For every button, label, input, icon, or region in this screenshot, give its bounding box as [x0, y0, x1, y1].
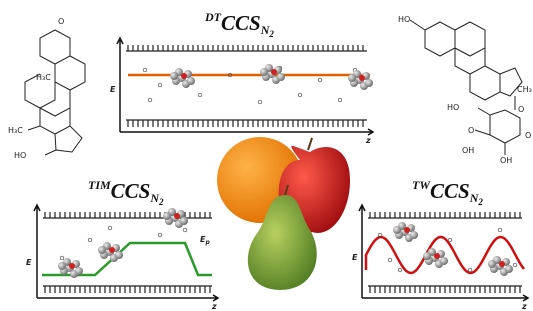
- atom-label: HO: [398, 15, 410, 24]
- panel-title: TWCCSN2: [412, 178, 483, 207]
- molecule-atom: [505, 265, 513, 273]
- particle: [60, 256, 64, 260]
- electrode-comb: [368, 212, 522, 293]
- steroid-structure: [25, 30, 85, 155]
- molecule-atom: [260, 68, 268, 76]
- axis-label: E: [352, 253, 358, 262]
- molecule-atom: [434, 253, 440, 259]
- molecule-atom: [277, 73, 285, 81]
- atom-label: O: [468, 126, 474, 135]
- molecule-atom: [404, 227, 410, 233]
- particle: [108, 226, 112, 230]
- molecule-atom: [174, 213, 180, 219]
- particle: [448, 238, 452, 242]
- particle: [498, 228, 502, 232]
- axis-label: z: [211, 302, 217, 311]
- atom-label: OH: [462, 146, 474, 155]
- atom-label: O: [58, 17, 64, 26]
- molecule-atom: [187, 77, 195, 85]
- molecule-atom: [271, 69, 277, 75]
- particle: [198, 93, 202, 97]
- fruits: [217, 137, 350, 290]
- particle: [148, 98, 152, 102]
- atom-label: CH₃: [517, 85, 532, 94]
- molecule-atom: [58, 262, 66, 270]
- molecule-atom: [115, 251, 123, 259]
- particle: [143, 68, 147, 72]
- molecule-atom: [170, 72, 178, 80]
- graphical-abstract: O H₃C H₃C HO HO HO O O OH OH CH₃ O DTCCS…: [0, 0, 533, 311]
- electrode-comb: [126, 45, 367, 127]
- atom-label: OH: [500, 156, 512, 165]
- molecule-atom: [440, 257, 448, 265]
- axis-label: z: [521, 302, 527, 311]
- atom-label: O: [525, 131, 531, 140]
- molecule-atom: [393, 226, 401, 234]
- atom-label: HO: [447, 103, 459, 112]
- molecule-atom: [69, 263, 75, 269]
- molecule-atom: [365, 79, 373, 87]
- molecule-atom: [98, 246, 106, 254]
- particle: [468, 268, 472, 272]
- particle: [258, 100, 262, 104]
- panel-title: TIMCCSN2: [88, 178, 164, 207]
- atom-label: H₃C: [8, 126, 23, 135]
- axis-label: E: [26, 258, 32, 267]
- molecule-atom: [163, 212, 171, 220]
- molecule-atom: [410, 231, 418, 239]
- molecule-atom: [109, 247, 115, 253]
- particle: [158, 233, 162, 237]
- atom-label: O: [518, 105, 524, 114]
- particle: [298, 93, 302, 97]
- axis-label: z: [365, 136, 371, 145]
- annotation: Ep: [200, 235, 210, 246]
- molecule-atom: [359, 75, 365, 81]
- molecule-atom: [488, 260, 496, 268]
- particle: [388, 258, 392, 262]
- panel-title: DTCCSN2: [204, 10, 274, 39]
- particle: [88, 238, 92, 242]
- electrode-comb: [43, 212, 212, 293]
- molecule-atom: [423, 252, 431, 260]
- particle: [183, 228, 187, 232]
- apple-stem: [308, 138, 312, 150]
- atom-label: H₃C: [36, 73, 51, 82]
- particle: [338, 98, 342, 102]
- molecule-atom: [499, 261, 505, 267]
- particle: [398, 268, 402, 272]
- atom-label: HO: [14, 151, 26, 160]
- particle: [318, 78, 322, 82]
- molecule-atom: [348, 74, 356, 82]
- molecule-atom: [181, 73, 187, 79]
- axis-label: E: [110, 85, 116, 94]
- glucuronide-structure: [410, 20, 522, 155]
- particle: [158, 83, 162, 87]
- molecule-atom: [75, 267, 83, 275]
- particle: [513, 263, 517, 267]
- molecule-atom: [180, 217, 188, 225]
